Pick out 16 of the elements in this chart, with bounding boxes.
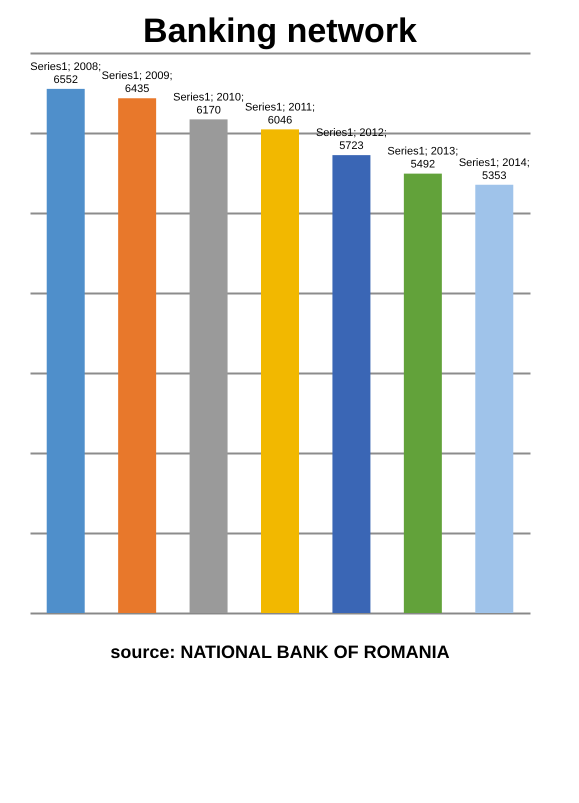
source-note: source: NATIONAL BANK OF ROMANIA <box>110 642 450 662</box>
bar <box>261 129 299 613</box>
bar <box>190 119 228 613</box>
chart-title: Banking network <box>143 12 418 50</box>
data-label: Series1; 2010; 6170 <box>173 91 244 116</box>
data-label: Series1; 2012; 5723 <box>316 127 387 152</box>
bar <box>332 155 370 613</box>
bar <box>475 184 514 613</box>
data-label: Series1; 2008; 6552 <box>30 60 102 86</box>
data-label: Series1; 2011; 6046 <box>244 101 316 126</box>
data-label: Series1; 2014; 5353 <box>458 156 530 182</box>
bar <box>118 98 156 613</box>
data-label: Series1; 2009; 6435 <box>102 70 173 96</box>
bar <box>46 88 85 613</box>
bar <box>404 174 442 613</box>
data-label: Series1; 2013; 5492 <box>387 146 458 171</box>
